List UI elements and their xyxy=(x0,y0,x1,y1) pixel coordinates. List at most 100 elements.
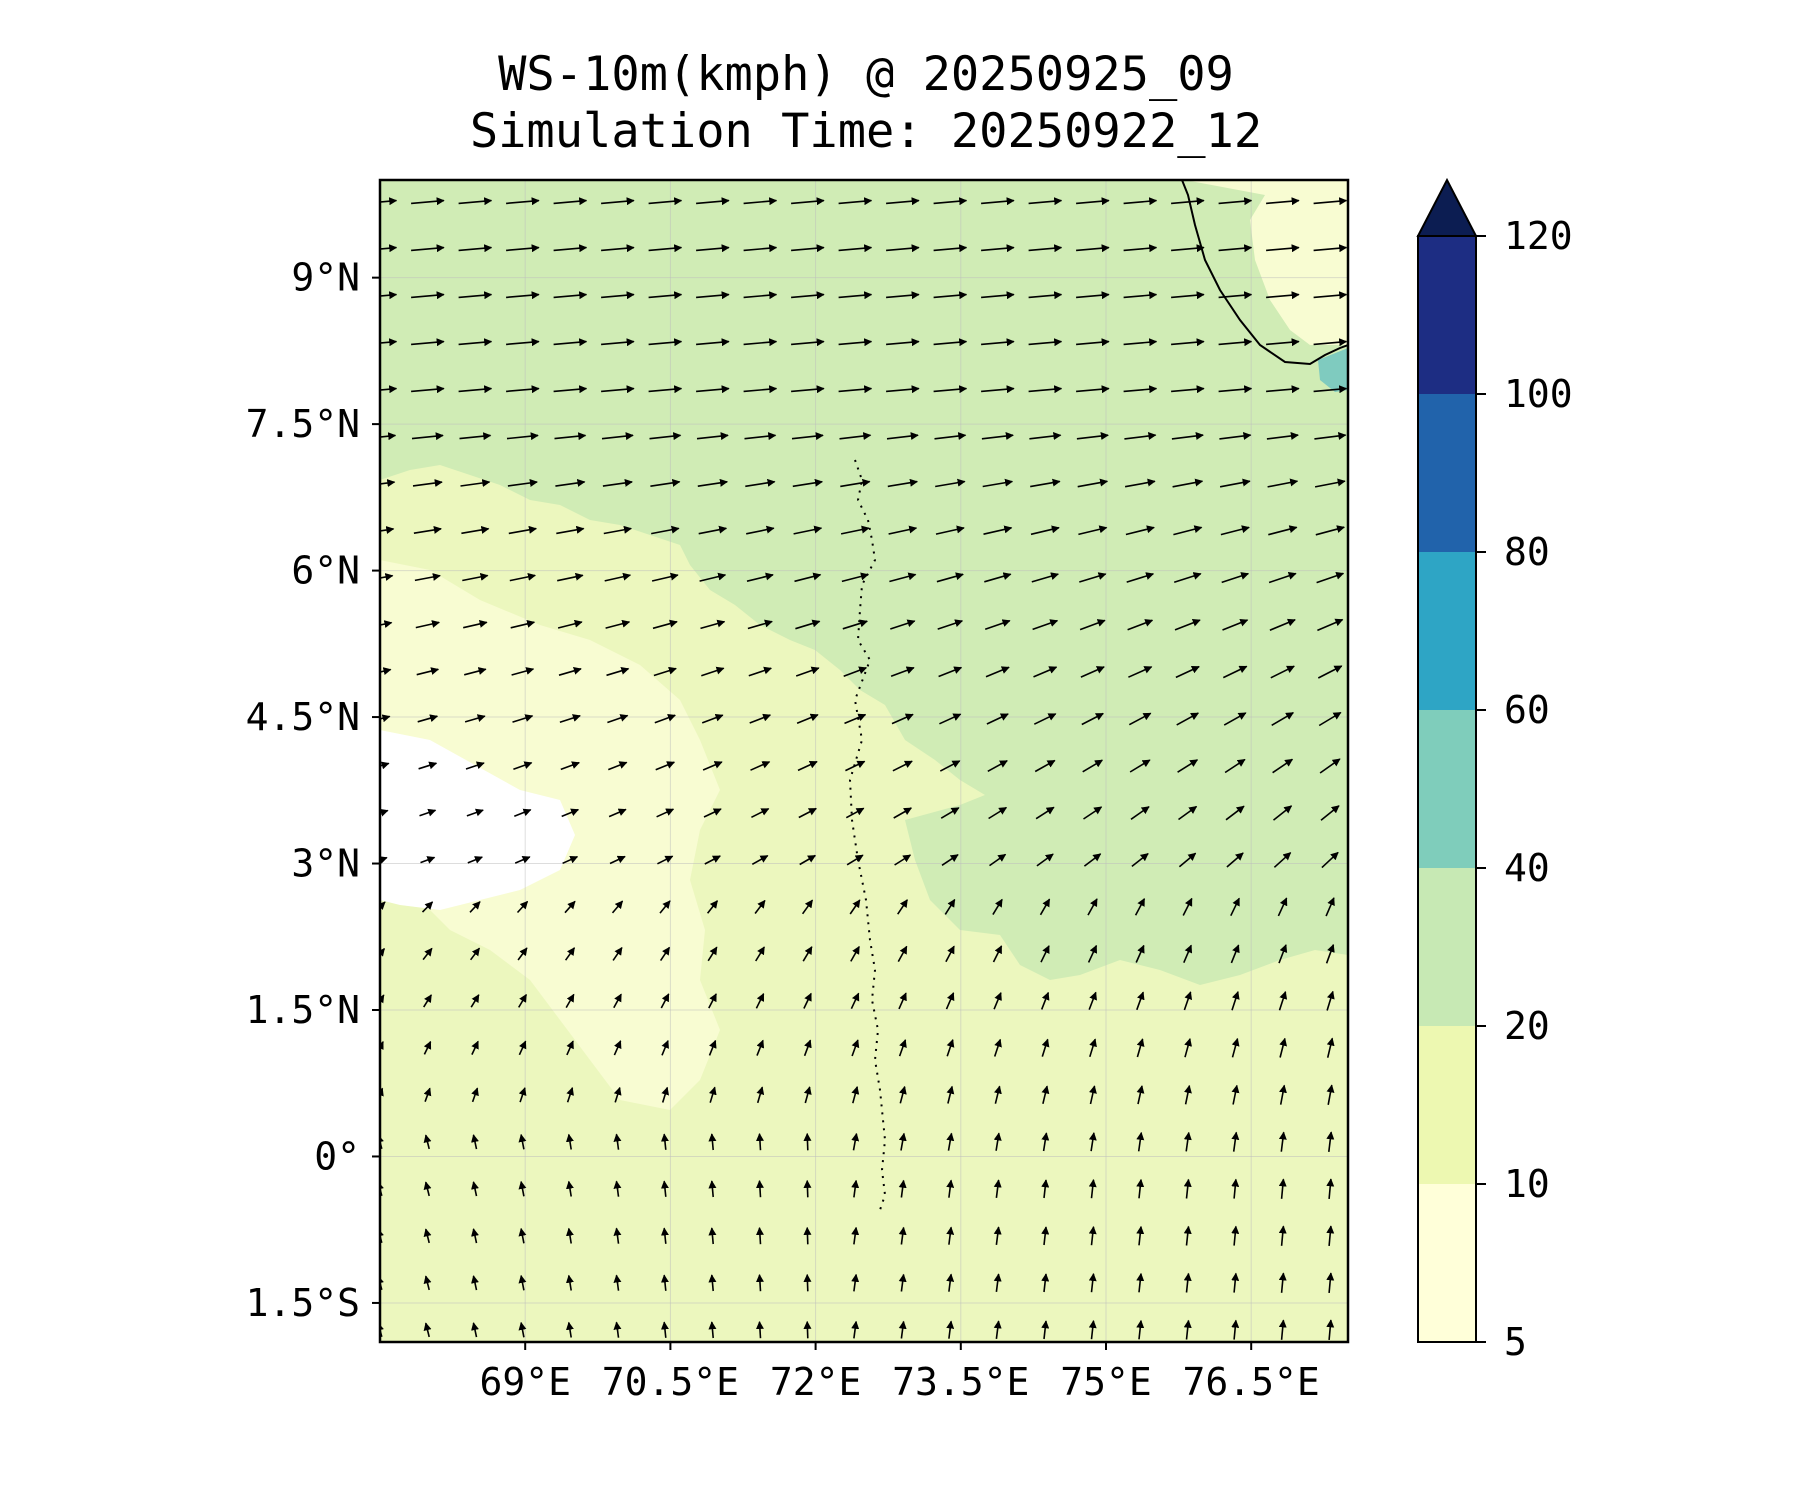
wind-arrow xyxy=(987,759,1008,773)
wind-arrow xyxy=(463,620,488,629)
wind-arrow xyxy=(703,808,722,818)
wind-arrow xyxy=(1231,1319,1240,1340)
wind-arrow xyxy=(748,666,772,677)
wind-arrow xyxy=(1077,478,1109,488)
wind-arrow xyxy=(1218,385,1253,394)
wind-arrow xyxy=(557,572,584,582)
wind-arrow xyxy=(946,1273,955,1292)
wind-arrow xyxy=(553,197,588,206)
wind-arrow xyxy=(939,713,962,725)
wind-arrow xyxy=(649,432,682,441)
wind-arrow xyxy=(648,244,683,253)
wind-arrow xyxy=(756,1039,765,1056)
wind-arrow xyxy=(1035,806,1055,820)
colorbar-segment-100 xyxy=(1418,236,1476,394)
wind-arrow xyxy=(938,666,963,678)
wind-arrow xyxy=(894,854,912,866)
wind-arrow xyxy=(993,1273,1002,1292)
map-plot-area xyxy=(380,180,1348,1342)
wind-arrow xyxy=(1318,711,1342,727)
wind-arrow xyxy=(755,1274,764,1292)
wind-arrow xyxy=(940,807,960,819)
wind-arrow xyxy=(380,714,391,723)
wind-arrow xyxy=(1219,431,1252,440)
wind-arrow xyxy=(1279,1037,1288,1058)
wind-arrow xyxy=(420,856,436,864)
wind-arrow xyxy=(1124,431,1157,440)
wind-arrow xyxy=(801,899,814,915)
wind-arrow xyxy=(1124,478,1156,488)
wind-arrow xyxy=(983,525,1013,535)
wind-arrow xyxy=(1033,666,1058,678)
wind-arrow xyxy=(1325,897,1335,917)
wind-arrow xyxy=(1278,1319,1287,1340)
wind-arrow xyxy=(1171,338,1205,347)
wind-arrow xyxy=(660,1180,669,1197)
wind-arrow xyxy=(411,385,445,394)
wind-arrow xyxy=(380,947,386,957)
wind-arrow xyxy=(380,197,398,206)
wind-arrow xyxy=(754,899,766,914)
wind-arrow xyxy=(1136,1225,1145,1246)
wind-arrow xyxy=(1183,991,1193,1011)
wind-arrow xyxy=(933,338,968,347)
wind-arrow xyxy=(1036,853,1054,867)
wind-arrow xyxy=(423,1275,432,1291)
wind-arrow xyxy=(890,666,915,678)
wind-arrow xyxy=(851,1273,860,1292)
wind-arrow xyxy=(1128,666,1153,678)
wind-arrow xyxy=(1314,478,1346,488)
wind-arrow xyxy=(423,994,432,1008)
lon-tick-label: 75°E xyxy=(1060,1360,1152,1404)
wind-arrow xyxy=(423,1087,432,1102)
wind-arrow xyxy=(458,291,493,300)
wind-arrow xyxy=(981,291,1015,300)
colorbar-tick-label: 120 xyxy=(1504,214,1573,258)
wind-arrow xyxy=(1034,759,1056,773)
lat-tick-label: 3°N xyxy=(291,842,360,886)
wind-arrow xyxy=(794,572,822,583)
wind-arrow xyxy=(1083,853,1102,867)
wind-arrow xyxy=(696,432,729,441)
wind-arrow xyxy=(661,1086,670,1103)
wind-arrow xyxy=(1134,897,1146,916)
wind-arrow xyxy=(791,338,825,347)
wind-arrow xyxy=(1076,432,1109,440)
wind-arrow xyxy=(890,619,916,630)
wind-arrow xyxy=(651,525,680,535)
colorbar-segment-80 xyxy=(1418,394,1476,552)
wind-arrow xyxy=(707,946,718,962)
wind-arrow xyxy=(506,291,540,300)
wind-arrow xyxy=(700,619,726,630)
wind-arrow xyxy=(897,945,908,962)
wind-arrow xyxy=(656,808,675,818)
wind-arrow xyxy=(851,1179,860,1198)
wind-arrow xyxy=(1088,1132,1097,1152)
colorbar-tick-label: 5 xyxy=(1504,1320,1527,1364)
wind-arrow xyxy=(946,1132,955,1151)
wind-arrow xyxy=(992,945,1003,963)
wind-arrow xyxy=(1218,338,1253,347)
wind-arrow xyxy=(609,855,626,865)
wind-arrow xyxy=(1273,805,1293,821)
wind-arrow xyxy=(1313,197,1348,206)
wind-arrow xyxy=(566,1087,574,1103)
wind-arrow xyxy=(648,338,683,347)
wind-arrow xyxy=(421,901,434,913)
wind-arrow xyxy=(653,666,677,677)
wind-arrow xyxy=(657,855,674,865)
wind-arrow xyxy=(517,947,528,961)
wind-arrow xyxy=(518,1133,527,1150)
wind-arrow xyxy=(415,620,440,629)
wind-arrow xyxy=(1041,1273,1050,1293)
wind-arrow xyxy=(423,1181,432,1197)
wind-arrow xyxy=(412,479,443,488)
wind-arrow xyxy=(1136,1178,1145,1199)
wind-arrow xyxy=(1231,1272,1240,1293)
wind-arrow xyxy=(1123,385,1158,394)
wind-arrow xyxy=(1278,1131,1287,1152)
wind-arrow xyxy=(851,1320,860,1339)
wind-arrow xyxy=(518,1227,527,1244)
wind-arrow xyxy=(702,761,723,771)
wind-arrow xyxy=(1028,338,1063,347)
